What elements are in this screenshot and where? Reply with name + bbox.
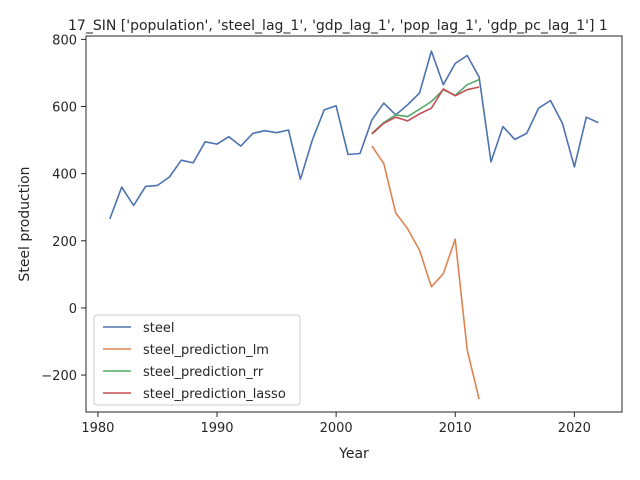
x-axis: 1980 1990 2000 2010 2020 <box>81 412 591 436</box>
x-tick-label: 1990 <box>200 421 233 436</box>
y-tick-label: 800 <box>52 33 77 48</box>
y-tick-label: 600 <box>52 101 77 116</box>
x-axis-title: Year <box>338 446 369 462</box>
series-line-2 <box>371 78 480 134</box>
series-line-0 <box>109 50 599 220</box>
legend-label-1: steel_prediction_lm <box>143 343 269 358</box>
y-tick-label: 200 <box>52 235 77 250</box>
legend-box <box>93 314 301 406</box>
legend-label-3: steel_prediction_lasso <box>143 387 286 402</box>
x-tick-label: 2000 <box>320 421 353 436</box>
x-tick-label: 2020 <box>558 421 591 436</box>
series-line-3 <box>371 86 480 135</box>
legend-label-2: steel_prediction_rr <box>143 365 264 380</box>
chart-title: 17_SIN ['population', 'steel_lag_1', 'gd… <box>68 18 608 34</box>
y-axis: −200 0 200 400 600 800 <box>41 33 86 384</box>
legend: steel steel_prediction_lm steel_prediction… <box>93 314 301 406</box>
plot-area-frame <box>85 35 623 413</box>
y-tick-label: 400 <box>52 168 77 183</box>
x-tick-label: 2010 <box>439 421 472 436</box>
y-axis-title: Steel production <box>17 166 33 281</box>
series-line-1 <box>371 145 480 400</box>
series-layer <box>109 50 599 400</box>
x-tick-label: 1980 <box>81 421 114 436</box>
y-tick-label: 0 <box>69 302 77 317</box>
legend-label-0: steel <box>143 321 174 336</box>
y-tick-label: −200 <box>41 369 77 384</box>
